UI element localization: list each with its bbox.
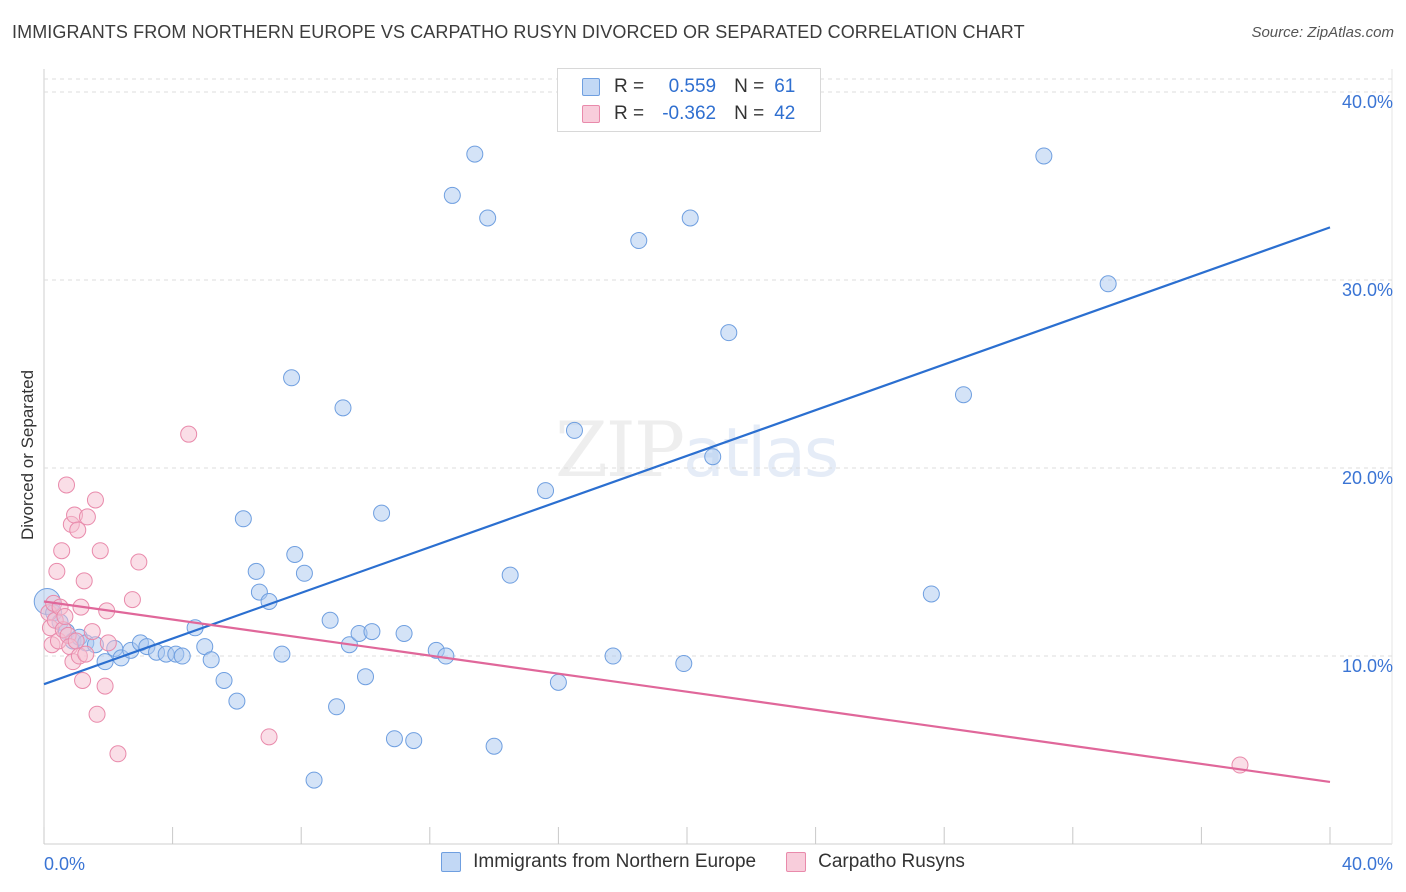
data-point-northern-europe — [328, 698, 346, 716]
data-point-northern-europe — [373, 504, 391, 522]
data-point-northern-europe — [273, 645, 291, 663]
data-point-carpatho-rusyns — [109, 745, 127, 763]
legend-n-label: N = — [734, 76, 765, 97]
data-point-carpatho-rusyns — [96, 677, 114, 695]
data-point-northern-europe — [443, 186, 461, 204]
trend-line-northern-europe — [43, 226, 1331, 686]
legend-item-carpatho-rusyns: Carpatho Rusyns — [786, 851, 965, 873]
data-point-carpatho-rusyns — [48, 562, 66, 580]
legend-n-value: 61 — [774, 76, 796, 97]
y-tick-label: 10.0% — [1342, 656, 1393, 676]
data-point-northern-europe — [537, 482, 555, 500]
data-point-northern-europe — [565, 421, 583, 439]
data-point-carpatho-rusyns — [83, 623, 101, 641]
data-point-northern-europe — [405, 732, 423, 750]
data-point-northern-europe — [334, 399, 352, 417]
data-point-northern-europe — [1035, 147, 1053, 165]
legend-row-northern-europe: R = 0.559 N = 61 — [582, 75, 795, 99]
legend-r-label: R = — [614, 76, 645, 97]
data-point-northern-europe — [954, 386, 972, 404]
data-point-northern-europe — [173, 647, 191, 665]
data-point-northern-europe — [247, 562, 265, 580]
data-point-northern-europe — [479, 209, 497, 227]
legend-r-value: 0.559 — [668, 76, 717, 97]
data-point-carpatho-rusyns — [260, 728, 278, 746]
data-point-carpatho-rusyns — [67, 632, 85, 650]
y-tick-label: 20.0% — [1342, 468, 1393, 488]
data-point-northern-europe — [363, 623, 381, 641]
data-point-carpatho-rusyns — [56, 608, 74, 626]
data-point-northern-europe — [922, 585, 940, 603]
data-point-northern-europe — [720, 324, 738, 342]
data-point-northern-europe — [357, 668, 374, 686]
legend-label: Carpatho Rusyns — [818, 851, 965, 872]
data-point-northern-europe — [321, 611, 339, 629]
data-point-northern-europe — [681, 209, 699, 227]
data-point-northern-europe — [675, 655, 693, 673]
data-point-carpatho-rusyns — [69, 521, 87, 539]
x-tick-label: 40.0% — [1342, 854, 1393, 874]
y-tick-label: 40.0% — [1342, 92, 1393, 112]
legend-swatch-pink — [786, 852, 807, 872]
data-point-carpatho-rusyns — [78, 508, 96, 526]
y-axis-label: Divorced or Separated — [18, 370, 37, 540]
data-point-northern-europe — [295, 564, 313, 582]
data-point-northern-europe — [604, 647, 622, 665]
data-point-carpatho-rusyns — [74, 671, 92, 689]
x-tick-label: 0.0% — [44, 854, 85, 874]
data-point-carpatho-rusyns — [123, 591, 141, 609]
data-point-northern-europe — [395, 624, 413, 642]
data-point-northern-europe — [466, 145, 484, 163]
correlation-legend: R = 0.559 N = 61 R = -0.362 N = 42 — [557, 68, 821, 132]
series-legend: Immigrants from Northern Europe Carpatho… — [0, 851, 1406, 873]
data-point-northern-europe — [286, 545, 304, 563]
legend-row-carpatho-rusyns: R = -0.362 N = 42 — [582, 102, 795, 126]
y-tick-label: 30.0% — [1342, 280, 1393, 300]
legend-swatch-pink — [582, 105, 600, 123]
legend-n-label: N = — [734, 103, 765, 124]
data-point-carpatho-rusyns — [86, 491, 104, 509]
legend-n-value: 42 — [774, 103, 796, 124]
legend-r-label: R = — [614, 103, 645, 124]
data-point-northern-europe — [305, 771, 323, 789]
data-point-northern-europe — [1099, 275, 1117, 293]
legend-r-value: -0.362 — [662, 103, 717, 124]
legend-swatch-blue — [582, 78, 600, 96]
data-point-northern-europe — [549, 673, 567, 691]
data-point-northern-europe — [215, 671, 233, 689]
data-point-carpatho-rusyns — [75, 572, 93, 590]
source-credit: Source: ZipAtlas.com — [1251, 24, 1394, 41]
data-point-northern-europe — [228, 692, 246, 710]
data-point-northern-europe — [202, 651, 220, 669]
data-point-carpatho-rusyns — [180, 425, 198, 443]
data-point-northern-europe — [704, 448, 722, 466]
data-point-northern-europe — [485, 737, 503, 755]
data-point-carpatho-rusyns — [91, 542, 109, 560]
data-point-northern-europe — [630, 232, 648, 250]
data-point-carpatho-rusyns — [53, 542, 71, 560]
trend-line-carpatho-rusyns — [43, 600, 1331, 784]
data-point-carpatho-rusyns — [99, 634, 117, 652]
data-point-northern-europe — [283, 369, 301, 387]
data-point-northern-europe — [234, 510, 252, 528]
data-point-carpatho-rusyns — [130, 553, 148, 571]
data-point-carpatho-rusyns — [77, 645, 95, 663]
data-point-northern-europe — [385, 730, 403, 748]
legend-item-northern-europe: Immigrants from Northern Europe — [441, 851, 756, 873]
data-point-northern-europe — [501, 566, 519, 584]
data-point-carpatho-rusyns — [88, 705, 106, 723]
legend-label: Immigrants from Northern Europe — [473, 851, 757, 872]
chart-title: IMMIGRANTS FROM NORTHERN EUROPE VS CARPA… — [12, 22, 1025, 42]
legend-swatch-blue — [441, 852, 462, 872]
data-point-carpatho-rusyns — [58, 476, 76, 494]
